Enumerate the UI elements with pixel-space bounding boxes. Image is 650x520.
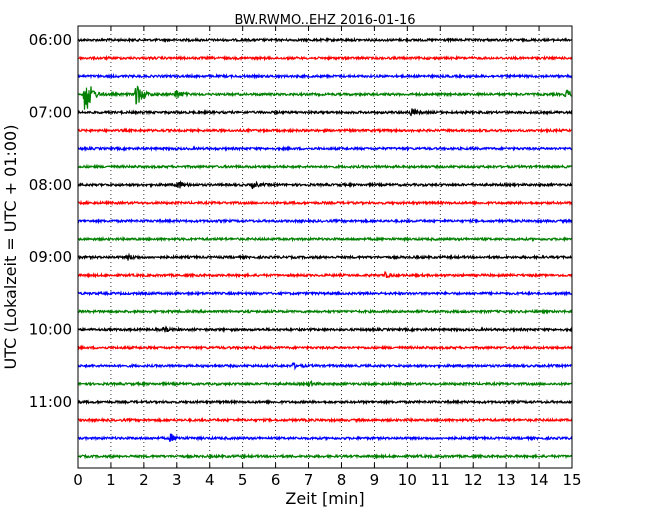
seismic-trace xyxy=(77,325,573,334)
x-tick-label: 0 xyxy=(73,471,83,489)
y-tick-label: 11:00 xyxy=(29,393,72,411)
y-tick-label: 06:00 xyxy=(29,31,72,49)
x-tick-label: 6 xyxy=(271,471,281,489)
x-tick-label: 10 xyxy=(398,471,417,489)
seismic-trace xyxy=(77,54,573,62)
x-tick-label: 1 xyxy=(106,471,116,489)
seismic-trace xyxy=(77,290,573,297)
x-tick-label: 14 xyxy=(530,471,549,489)
seismic-trace xyxy=(77,416,573,424)
y-axis: 06:00 07:00 08:00 09:00 10:00 11:00 xyxy=(29,31,572,411)
x-tick-label: 13 xyxy=(497,471,516,489)
y-tick-label: 09:00 xyxy=(29,248,72,266)
traces xyxy=(77,36,573,460)
x-tick-label: 3 xyxy=(172,471,182,489)
chart-title: BW.RWMO..EHZ 2016-01-16 xyxy=(234,13,415,28)
x-tick-label: 4 xyxy=(205,471,215,489)
seismic-trace xyxy=(77,145,573,152)
seismic-trace xyxy=(77,36,573,44)
seismic-trace xyxy=(77,199,573,207)
seismic-trace xyxy=(77,72,573,80)
seismic-trace xyxy=(77,108,573,117)
y-tick-label: 08:00 xyxy=(29,176,72,194)
x-tick-label: 7 xyxy=(304,471,314,489)
x-tick-label: 5 xyxy=(238,471,248,489)
x-axis: 0 1 2 3 4 5 6 7 8 9 10 11 12 13 14 15 xyxy=(73,26,582,489)
seismic-trace xyxy=(77,433,573,443)
seismic-trace xyxy=(77,344,573,352)
plot-frame xyxy=(77,25,573,469)
x-tick-label: 9 xyxy=(370,471,380,489)
grid xyxy=(110,26,540,468)
seismic-trace xyxy=(77,380,573,388)
seismic-trace xyxy=(77,361,573,371)
y-axis-label: UTC (Lokalzeit = UTC + 01:00) xyxy=(1,125,20,370)
y-tick-label: 10:00 xyxy=(29,321,72,339)
seismic-trace xyxy=(77,308,573,315)
seismic-trace xyxy=(77,127,573,134)
seismic-trace xyxy=(77,252,573,261)
x-tick-label: 15 xyxy=(562,471,581,489)
seismic-trace xyxy=(77,271,573,279)
x-tick-label: 8 xyxy=(337,471,347,489)
seismic-trace xyxy=(77,163,573,170)
x-axis-label: Zeit [min] xyxy=(285,489,364,508)
seismic-trace xyxy=(77,398,573,406)
seismic-trace xyxy=(77,217,573,225)
seismic-trace xyxy=(77,235,573,243)
seismic-trace xyxy=(77,452,573,460)
y-tick-label: 07:00 xyxy=(29,103,72,121)
x-tick-label: 12 xyxy=(464,471,483,489)
x-tick-label: 11 xyxy=(431,471,450,489)
x-tick-label: 2 xyxy=(139,471,149,489)
seismic-trace xyxy=(77,179,573,190)
seismic-trace xyxy=(77,85,573,110)
